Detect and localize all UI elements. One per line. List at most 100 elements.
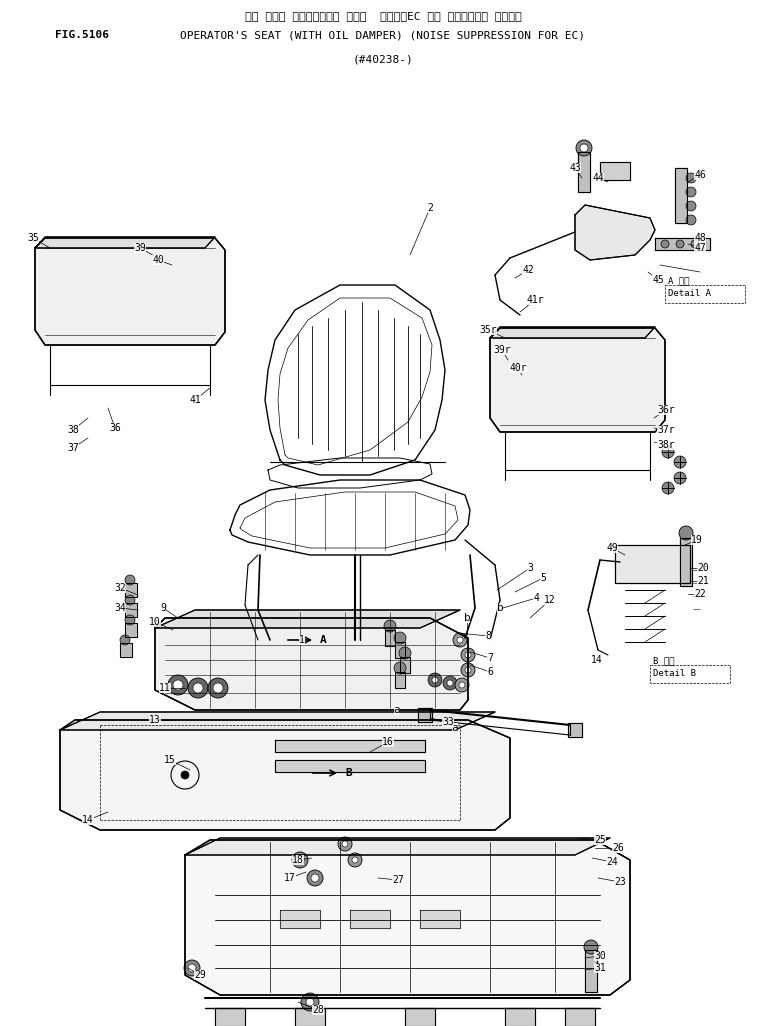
Text: 22: 22 <box>694 589 706 599</box>
Text: (#40238-): (#40238-) <box>353 55 414 65</box>
Text: 33: 33 <box>442 717 454 727</box>
Circle shape <box>184 960 200 976</box>
Circle shape <box>125 595 135 605</box>
Circle shape <box>296 856 304 864</box>
Text: 6: 6 <box>487 667 493 677</box>
Text: 31: 31 <box>594 963 606 973</box>
Text: 8: 8 <box>485 631 491 641</box>
Circle shape <box>338 837 352 851</box>
Text: 49: 49 <box>606 543 618 553</box>
Polygon shape <box>400 657 410 673</box>
Text: オペ レータ シート（オイル ダンパ  ツキ）（EC ムケ チイソウオン ショウ）: オペ レータ シート（オイル ダンパ ツキ）（EC ムケ チイソウオン ショウ） <box>245 11 521 21</box>
Text: 41r: 41r <box>526 295 544 305</box>
Polygon shape <box>35 238 225 345</box>
Circle shape <box>352 857 358 863</box>
Polygon shape <box>155 610 460 628</box>
Text: 42: 42 <box>522 265 534 275</box>
Circle shape <box>686 187 696 197</box>
Polygon shape <box>585 950 597 992</box>
Circle shape <box>168 675 188 695</box>
Polygon shape <box>655 238 710 250</box>
Polygon shape <box>60 720 510 830</box>
Text: 24: 24 <box>606 857 618 867</box>
Polygon shape <box>405 1008 435 1026</box>
Circle shape <box>443 676 457 690</box>
Circle shape <box>428 673 442 687</box>
Text: 25: 25 <box>594 835 606 845</box>
Polygon shape <box>420 910 460 928</box>
Circle shape <box>584 940 598 954</box>
Polygon shape <box>275 740 425 752</box>
Text: 17: 17 <box>284 873 296 883</box>
Circle shape <box>461 648 475 662</box>
Circle shape <box>173 680 183 690</box>
Text: 14: 14 <box>82 815 94 825</box>
Polygon shape <box>600 162 630 180</box>
Text: 28: 28 <box>312 1005 324 1015</box>
Polygon shape <box>35 237 215 248</box>
Text: 7: 7 <box>487 653 493 663</box>
Circle shape <box>679 526 693 540</box>
Polygon shape <box>568 723 582 737</box>
Polygon shape <box>185 840 630 995</box>
Text: 12: 12 <box>544 595 556 605</box>
Circle shape <box>301 993 319 1011</box>
Polygon shape <box>280 910 320 928</box>
Circle shape <box>292 852 308 868</box>
Circle shape <box>686 215 696 225</box>
Polygon shape <box>385 630 395 646</box>
Text: 4: 4 <box>533 593 539 603</box>
Text: 36: 36 <box>109 423 121 433</box>
Text: 38r: 38r <box>657 440 674 450</box>
Text: 3: 3 <box>527 563 533 573</box>
Circle shape <box>311 874 319 882</box>
Text: 39: 39 <box>134 243 146 253</box>
Text: 30: 30 <box>594 951 606 961</box>
Text: 43: 43 <box>569 163 581 173</box>
Polygon shape <box>60 712 495 731</box>
Circle shape <box>399 647 411 659</box>
Polygon shape <box>565 1008 595 1026</box>
Circle shape <box>459 682 465 688</box>
Text: A: A <box>320 635 327 645</box>
Text: 19: 19 <box>691 535 703 545</box>
Text: a: a <box>394 705 401 715</box>
Text: 14: 14 <box>591 655 603 665</box>
Text: 32: 32 <box>114 583 126 593</box>
Text: 39r: 39r <box>493 345 510 355</box>
Circle shape <box>661 240 669 248</box>
Text: 10: 10 <box>149 617 161 627</box>
Text: 9: 9 <box>160 603 166 613</box>
Polygon shape <box>578 152 590 192</box>
Text: 37r: 37r <box>657 425 674 435</box>
Circle shape <box>674 472 686 484</box>
Polygon shape <box>418 708 432 722</box>
Text: 35: 35 <box>27 233 39 243</box>
Circle shape <box>208 678 228 698</box>
Circle shape <box>432 677 438 683</box>
Text: 23: 23 <box>614 877 626 887</box>
Polygon shape <box>490 328 665 432</box>
Circle shape <box>461 663 475 677</box>
Text: 47: 47 <box>694 243 706 253</box>
Text: FIG.5106: FIG.5106 <box>55 30 109 40</box>
Text: Detail B: Detail B <box>653 669 696 678</box>
Circle shape <box>394 662 406 674</box>
Polygon shape <box>275 760 425 772</box>
Text: 45: 45 <box>652 275 664 285</box>
Circle shape <box>120 635 130 645</box>
Text: b: b <box>497 603 504 613</box>
Text: b: b <box>464 613 470 623</box>
Circle shape <box>580 144 588 152</box>
Polygon shape <box>155 618 468 710</box>
Text: 18: 18 <box>292 855 304 865</box>
Polygon shape <box>185 838 610 855</box>
Polygon shape <box>215 1008 245 1026</box>
Text: A 断面: A 断面 <box>668 276 690 285</box>
Text: 1: 1 <box>299 635 305 645</box>
Text: 46: 46 <box>694 170 706 180</box>
Text: 5: 5 <box>540 573 546 583</box>
Polygon shape <box>395 672 405 688</box>
Circle shape <box>394 632 406 644</box>
Text: 35r: 35r <box>479 325 497 336</box>
